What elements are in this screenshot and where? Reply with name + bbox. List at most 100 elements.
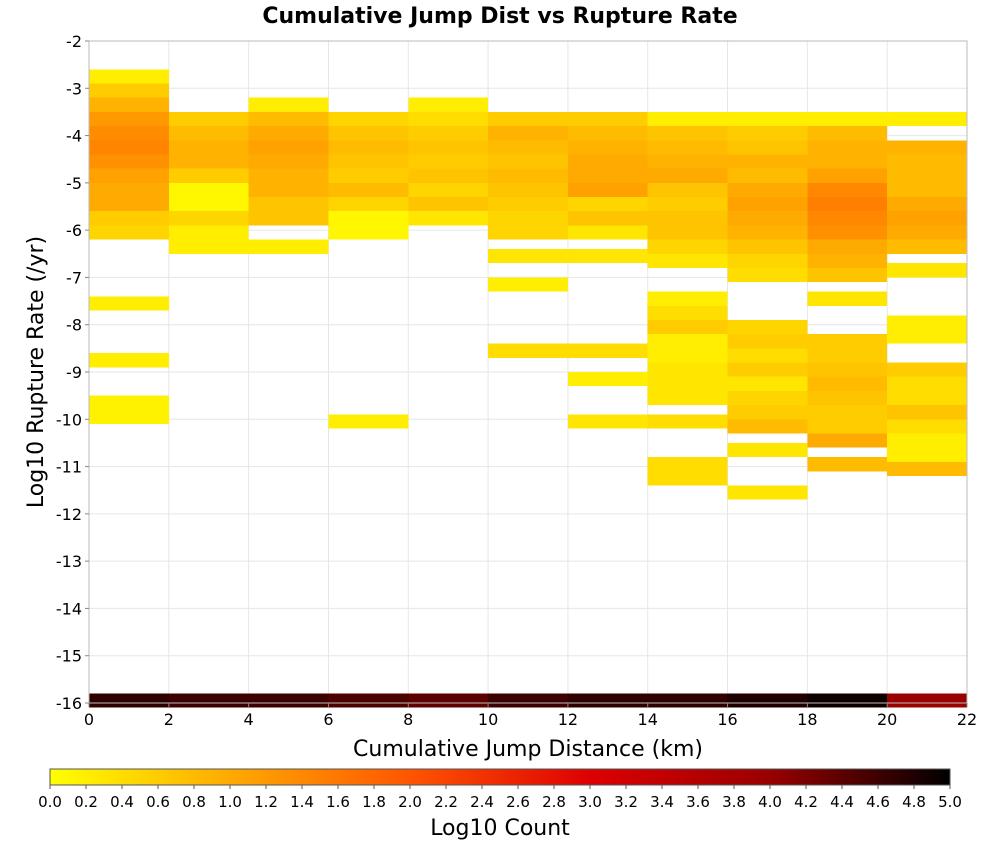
heatmap-cell xyxy=(887,197,967,212)
heatmap-cell xyxy=(887,693,967,708)
y-tick-label: -15 xyxy=(56,647,82,666)
heatmap-cell xyxy=(807,419,888,434)
heatmap-cell xyxy=(567,154,648,169)
y-tick-label: -2 xyxy=(66,32,82,51)
heatmap-cell xyxy=(727,334,808,349)
x-tick-label: 12 xyxy=(558,710,578,729)
heatmap-cell xyxy=(89,353,169,368)
heatmap-cell xyxy=(248,140,329,155)
heatmap-cell xyxy=(887,315,967,330)
heatmap-cell xyxy=(89,693,169,708)
heatmap-cell xyxy=(727,140,808,155)
heatmap-cell xyxy=(567,168,648,183)
heatmap-cell xyxy=(807,225,888,240)
heatmap-cell xyxy=(408,111,489,127)
heatmap-cell xyxy=(408,126,489,141)
colorbar-tick-label: 0.6 xyxy=(146,793,170,811)
heatmap-cell xyxy=(727,376,808,391)
colorbar-tick-label: 0.2 xyxy=(74,793,98,811)
y-tick-label: -3 xyxy=(66,79,82,98)
y-tick-label: -7 xyxy=(66,268,82,287)
y-tick-label: -9 xyxy=(66,363,82,382)
heatmap-cell xyxy=(488,225,568,240)
heatmap-cell xyxy=(168,197,249,212)
chart-title: Cumulative Jump Dist vs Rupture Rate xyxy=(262,4,737,29)
heatmap-cell xyxy=(647,414,728,429)
colorbar-tick-label: 5.0 xyxy=(938,793,962,811)
heatmap-cell xyxy=(807,154,888,169)
heatmap-cell xyxy=(887,225,967,240)
heatmap-cell xyxy=(647,291,728,306)
heatmap-cell xyxy=(328,168,409,183)
heatmap-cell xyxy=(727,197,808,212)
colorbar-tick-label: 4.2 xyxy=(794,793,818,811)
colorbar-tick-label: 2.8 xyxy=(542,793,566,811)
heatmap-cell xyxy=(248,168,329,183)
heatmap-cell xyxy=(727,348,808,363)
heatmap-cell xyxy=(647,225,728,240)
heatmap-cell xyxy=(727,182,808,198)
heatmap-cell xyxy=(488,182,568,198)
heatmap-cell xyxy=(328,126,409,141)
y-tick-label: -11 xyxy=(56,458,82,477)
heatmap-cell xyxy=(807,182,888,198)
heatmap-cell xyxy=(89,154,169,169)
heatmap-cell xyxy=(727,362,808,377)
heatmap-cell xyxy=(488,140,568,155)
x-axis-label: Cumulative Jump Distance (km) xyxy=(353,737,703,762)
heatmap-cell xyxy=(89,225,169,240)
heatmap-cell xyxy=(727,405,808,420)
heatmap-cell xyxy=(567,211,648,226)
colorbar-tick-label: 4.6 xyxy=(866,793,890,811)
heatmap-cells xyxy=(89,69,967,708)
heatmap-cell xyxy=(727,267,808,283)
colorbar-tick-label: 3.8 xyxy=(722,793,746,811)
heatmap-cell xyxy=(647,197,728,212)
heatmap-cell xyxy=(807,267,888,283)
heatmap-cell xyxy=(567,343,648,358)
x-tick-label: 10 xyxy=(478,710,498,729)
heatmap-cell xyxy=(408,97,489,112)
x-tick-label: 20 xyxy=(877,710,897,729)
y-tick-label: -6 xyxy=(66,221,82,240)
heatmap-cell xyxy=(89,182,169,198)
heatmap-cell xyxy=(248,211,329,226)
heatmap-cell xyxy=(807,457,888,472)
heatmap-cell xyxy=(807,291,888,306)
y-axis-ticks: -2 -3 -4 -5 -6 -7 -8 -9 -10 -11 -12 -13 -14 -15 -16 xyxy=(56,32,89,713)
heatmap-cell xyxy=(168,111,249,127)
heatmap-cell xyxy=(488,249,568,264)
heatmap-cell xyxy=(887,154,967,169)
x-tick-label: 18 xyxy=(797,710,817,729)
heatmap-cell xyxy=(807,348,888,363)
heatmap-cell xyxy=(647,348,728,363)
heatmap-cell xyxy=(488,277,568,292)
heatmap-cell xyxy=(408,154,489,169)
heatmap-cell xyxy=(887,390,967,406)
colorbar-tick-label: 4.0 xyxy=(758,793,782,811)
heatmap-cell xyxy=(89,211,169,226)
heatmap-cell xyxy=(647,211,728,226)
heatmap-cell xyxy=(168,225,249,240)
heatmap-cell xyxy=(168,239,249,254)
heatmap-cell xyxy=(807,693,888,708)
x-tick-label: 4 xyxy=(244,710,254,729)
heatmap-cell xyxy=(647,239,728,254)
y-tick-label: -12 xyxy=(56,505,82,524)
heatmap-cell xyxy=(647,334,728,349)
heatmap-cell xyxy=(647,140,728,155)
heatmap-cell xyxy=(807,126,888,141)
y-tick-label: -8 xyxy=(66,316,82,335)
heatmap-cell xyxy=(647,457,728,472)
x-tick-label: 6 xyxy=(323,710,333,729)
heatmap-cell xyxy=(168,693,249,708)
heatmap-cell xyxy=(168,154,249,169)
heatmap-cell xyxy=(408,182,489,198)
heatmap-cell xyxy=(248,97,329,112)
heatmap-cell xyxy=(727,390,808,406)
heatmap-cell xyxy=(89,197,169,212)
heatmap-cell xyxy=(887,263,967,278)
colorbar-ticks: 0.0 0.2 0.4 0.6 0.8 1.0 1.2 1.4 1.6 1.8 2.0 2.2 2.4 2… xyxy=(38,785,962,811)
heatmap-cell xyxy=(807,239,888,254)
